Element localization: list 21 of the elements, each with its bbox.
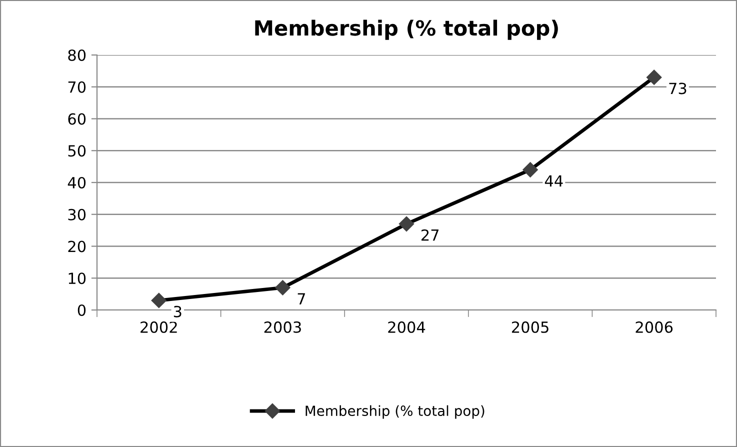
x-tick-label: 2005 — [512, 321, 548, 333]
x-tick-label: 2002 — [140, 321, 177, 333]
x-tick-label: 2003 — [264, 321, 301, 333]
data-label: 73 — [669, 82, 686, 94]
data-label: 27 — [422, 229, 439, 241]
chart-title: Membership (% total pop) — [255, 20, 558, 40]
x-tick-label: 2006 — [636, 321, 673, 333]
y-tick-label: 60 — [68, 113, 86, 125]
y-tick-label: 10 — [68, 272, 86, 284]
y-tick-label: 50 — [68, 145, 86, 157]
data-label: 7 — [298, 293, 306, 304]
y-tick-label: 30 — [68, 208, 86, 220]
data-label: 44 — [544, 175, 563, 186]
data-label: 3 — [174, 306, 182, 318]
x-tick-label: 2004 — [388, 321, 426, 333]
y-tick-label: 0 — [78, 304, 86, 316]
legend-label: Membership (% total pop) — [306, 405, 484, 419]
y-tick-label: 20 — [68, 240, 86, 252]
y-tick-label: 70 — [68, 81, 86, 93]
y-tick-label: 80 — [68, 49, 86, 62]
y-tick-label: 40 — [68, 176, 86, 189]
